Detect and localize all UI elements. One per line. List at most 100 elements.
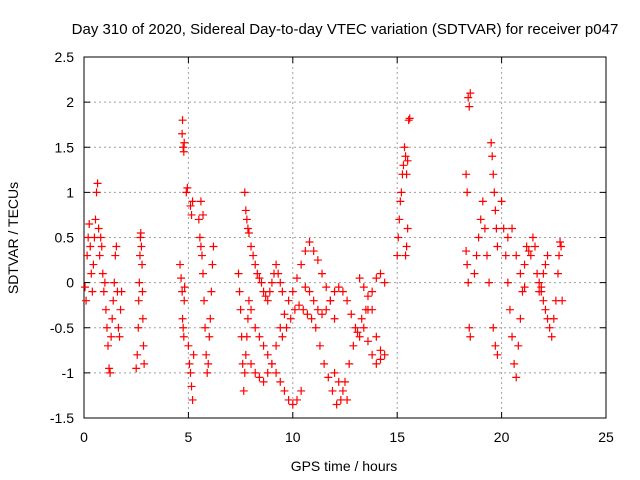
data-point: [510, 359, 519, 368]
data-point: [476, 215, 485, 224]
y-tick-label: 1.5: [55, 139, 75, 155]
data-point: [292, 274, 301, 283]
data-point: [280, 386, 289, 395]
data-point: [353, 328, 362, 337]
data-point: [301, 247, 310, 256]
data-point: [132, 364, 141, 373]
data-point: [522, 242, 531, 251]
data-point: [188, 395, 197, 404]
data-point: [363, 337, 372, 346]
data-point: [558, 296, 567, 305]
data-point: [87, 269, 96, 278]
data-point: [488, 152, 497, 161]
data-point: [91, 215, 100, 224]
data-point: [263, 350, 272, 359]
x-tick-label: 15: [389, 429, 405, 445]
data-point: [97, 242, 106, 251]
data-point: [322, 283, 331, 292]
data-point: [396, 197, 405, 206]
data-point: [196, 242, 205, 251]
data-point: [315, 341, 324, 350]
data-point: [176, 260, 185, 269]
data-point: [94, 224, 103, 233]
data-point: [485, 278, 494, 287]
data-point: [209, 242, 218, 251]
data-point: [557, 242, 566, 251]
data-point: [301, 283, 310, 292]
data-point: [305, 238, 314, 247]
data-point: [311, 323, 320, 332]
data-point: [240, 368, 249, 377]
data-point: [493, 242, 502, 251]
data-point: [359, 283, 368, 292]
data-point: [355, 274, 364, 283]
data-point: [516, 314, 525, 323]
data-point: [179, 323, 188, 332]
data-point: [180, 296, 189, 305]
data-point: [313, 256, 322, 265]
data-point: [368, 350, 377, 359]
data-point: [247, 359, 256, 368]
data-point: [272, 260, 281, 269]
data-point: [322, 305, 331, 314]
data-point: [330, 314, 339, 323]
data-point: [334, 377, 343, 386]
data-point: [332, 400, 341, 409]
data-point: [259, 341, 268, 350]
data-point: [177, 274, 186, 283]
data-point: [276, 377, 285, 386]
data-point: [372, 359, 381, 368]
data-point: [376, 355, 385, 364]
x-tick-label: 25: [598, 429, 614, 445]
data-point: [463, 260, 472, 269]
data-point: [288, 287, 297, 296]
data-point: [263, 296, 272, 305]
data-point: [102, 323, 111, 332]
data-point: [338, 386, 347, 395]
data-point: [501, 251, 510, 260]
data-point: [249, 251, 258, 260]
data-point: [93, 179, 102, 188]
data-point: [345, 359, 354, 368]
data-point: [347, 310, 356, 319]
data-point: [305, 287, 314, 296]
data-point: [303, 310, 312, 319]
data-point: [401, 152, 410, 161]
data-point: [195, 233, 204, 242]
data-point: [208, 260, 217, 269]
data-point: [404, 116, 413, 125]
data-point: [138, 287, 147, 296]
data-point: [466, 89, 475, 98]
data-point: [334, 283, 343, 292]
data-point: [465, 102, 474, 111]
data-point: [111, 251, 120, 260]
data-point: [397, 188, 406, 197]
data-point: [261, 292, 270, 301]
data-point: [255, 332, 264, 341]
data-point: [363, 292, 372, 301]
data-point: [244, 296, 253, 305]
data-point: [376, 346, 385, 355]
data-point: [503, 233, 512, 242]
data-point: [114, 323, 123, 332]
data-point: [178, 287, 187, 296]
chart-title: Day 310 of 2020, Sidereal Day-to-day VTE…: [72, 21, 619, 38]
data-point: [528, 233, 537, 242]
data-point: [179, 147, 188, 156]
data-point: [368, 287, 377, 296]
data-point: [394, 233, 403, 242]
data-point: [309, 247, 318, 256]
data-point: [204, 359, 213, 368]
data-point: [259, 377, 268, 386]
data-point: [478, 197, 487, 206]
y-tick-label: -0.5: [50, 320, 74, 336]
data-point: [462, 247, 471, 256]
data-point: [203, 368, 212, 377]
data-point: [514, 341, 523, 350]
y-tick-label: -1.5: [50, 410, 74, 426]
data-point: [338, 287, 347, 296]
data-point: [184, 341, 193, 350]
data-point: [178, 129, 187, 138]
data-point: [205, 332, 214, 341]
y-axis-label: SDTVAR / TECUs: [5, 182, 21, 294]
